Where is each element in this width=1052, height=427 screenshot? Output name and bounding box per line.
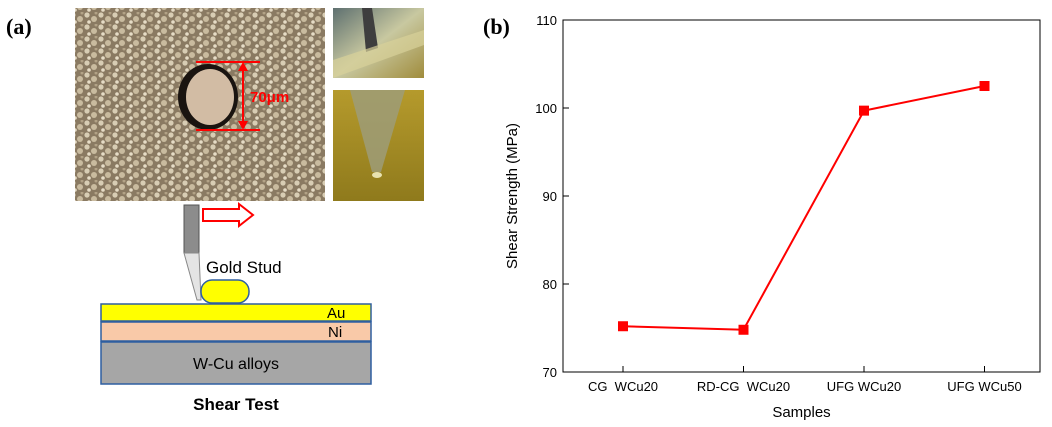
shear-tool: [183, 204, 200, 254]
data-point: [738, 324, 749, 335]
layer-ni-label: Ni: [328, 324, 342, 341]
plot-frame: [562, 19, 1041, 373]
gold-stud: [200, 279, 250, 304]
shear-test-illustration: 70μm Gold Stud Au Ni W-Cu alloys Shear T…: [75, 8, 424, 414]
x-axis-label: Samples: [772, 404, 830, 421]
measure-label: 70μm: [250, 89, 289, 106]
gold-stud-label: Gold Stud: [206, 258, 282, 277]
panel-a-label: (a): [6, 14, 32, 39]
x-tick-label: UFG WCu20: [827, 379, 901, 394]
layer-au: [100, 303, 372, 322]
series-markers: [618, 81, 990, 335]
y-tick-label: 80: [543, 277, 557, 292]
y-axis: 70 80 90 100 110: [535, 13, 569, 380]
x-tick-label: UFG WCu50: [947, 379, 1021, 394]
y-axis-label: Shear Strength (MPa): [504, 123, 521, 269]
x-axis: CG WCu20 RD-CG WCu20 UFG WCu20 UFG WCu50: [588, 366, 1022, 394]
shear-tool-tip: [183, 252, 202, 301]
y-tick-label: 70: [543, 365, 557, 380]
layer-wcu-label: W-Cu alloys: [193, 356, 279, 373]
layer-wcu: [100, 341, 372, 385]
panel-b-label: (b): [483, 14, 510, 39]
inset-photo-top: [333, 8, 424, 78]
shear-direction-arrow: [202, 201, 255, 229]
data-point: [618, 321, 628, 332]
data-point: [979, 81, 990, 91]
series-line: [622, 85, 985, 331]
micrograph: 70μm: [75, 8, 325, 201]
layer-ni: [100, 321, 372, 342]
caption-shear-test: Shear Test: [193, 395, 279, 414]
data-point: [859, 105, 869, 116]
inset-photo-bottom: [333, 90, 424, 201]
x-tick-label: RD-CG WCu20: [697, 379, 790, 394]
y-tick-label: 110: [536, 13, 557, 28]
layer-au-label: Au: [327, 305, 345, 322]
y-tick-label: 100: [535, 101, 557, 116]
y-tick-label: 90: [543, 189, 557, 204]
x-tick-label: CG WCu20: [588, 379, 658, 394]
